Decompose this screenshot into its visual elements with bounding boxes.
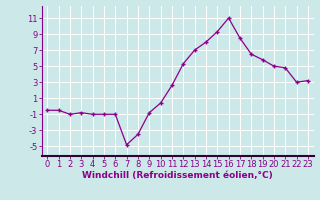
X-axis label: Windchill (Refroidissement éolien,°C): Windchill (Refroidissement éolien,°C) [82,171,273,180]
